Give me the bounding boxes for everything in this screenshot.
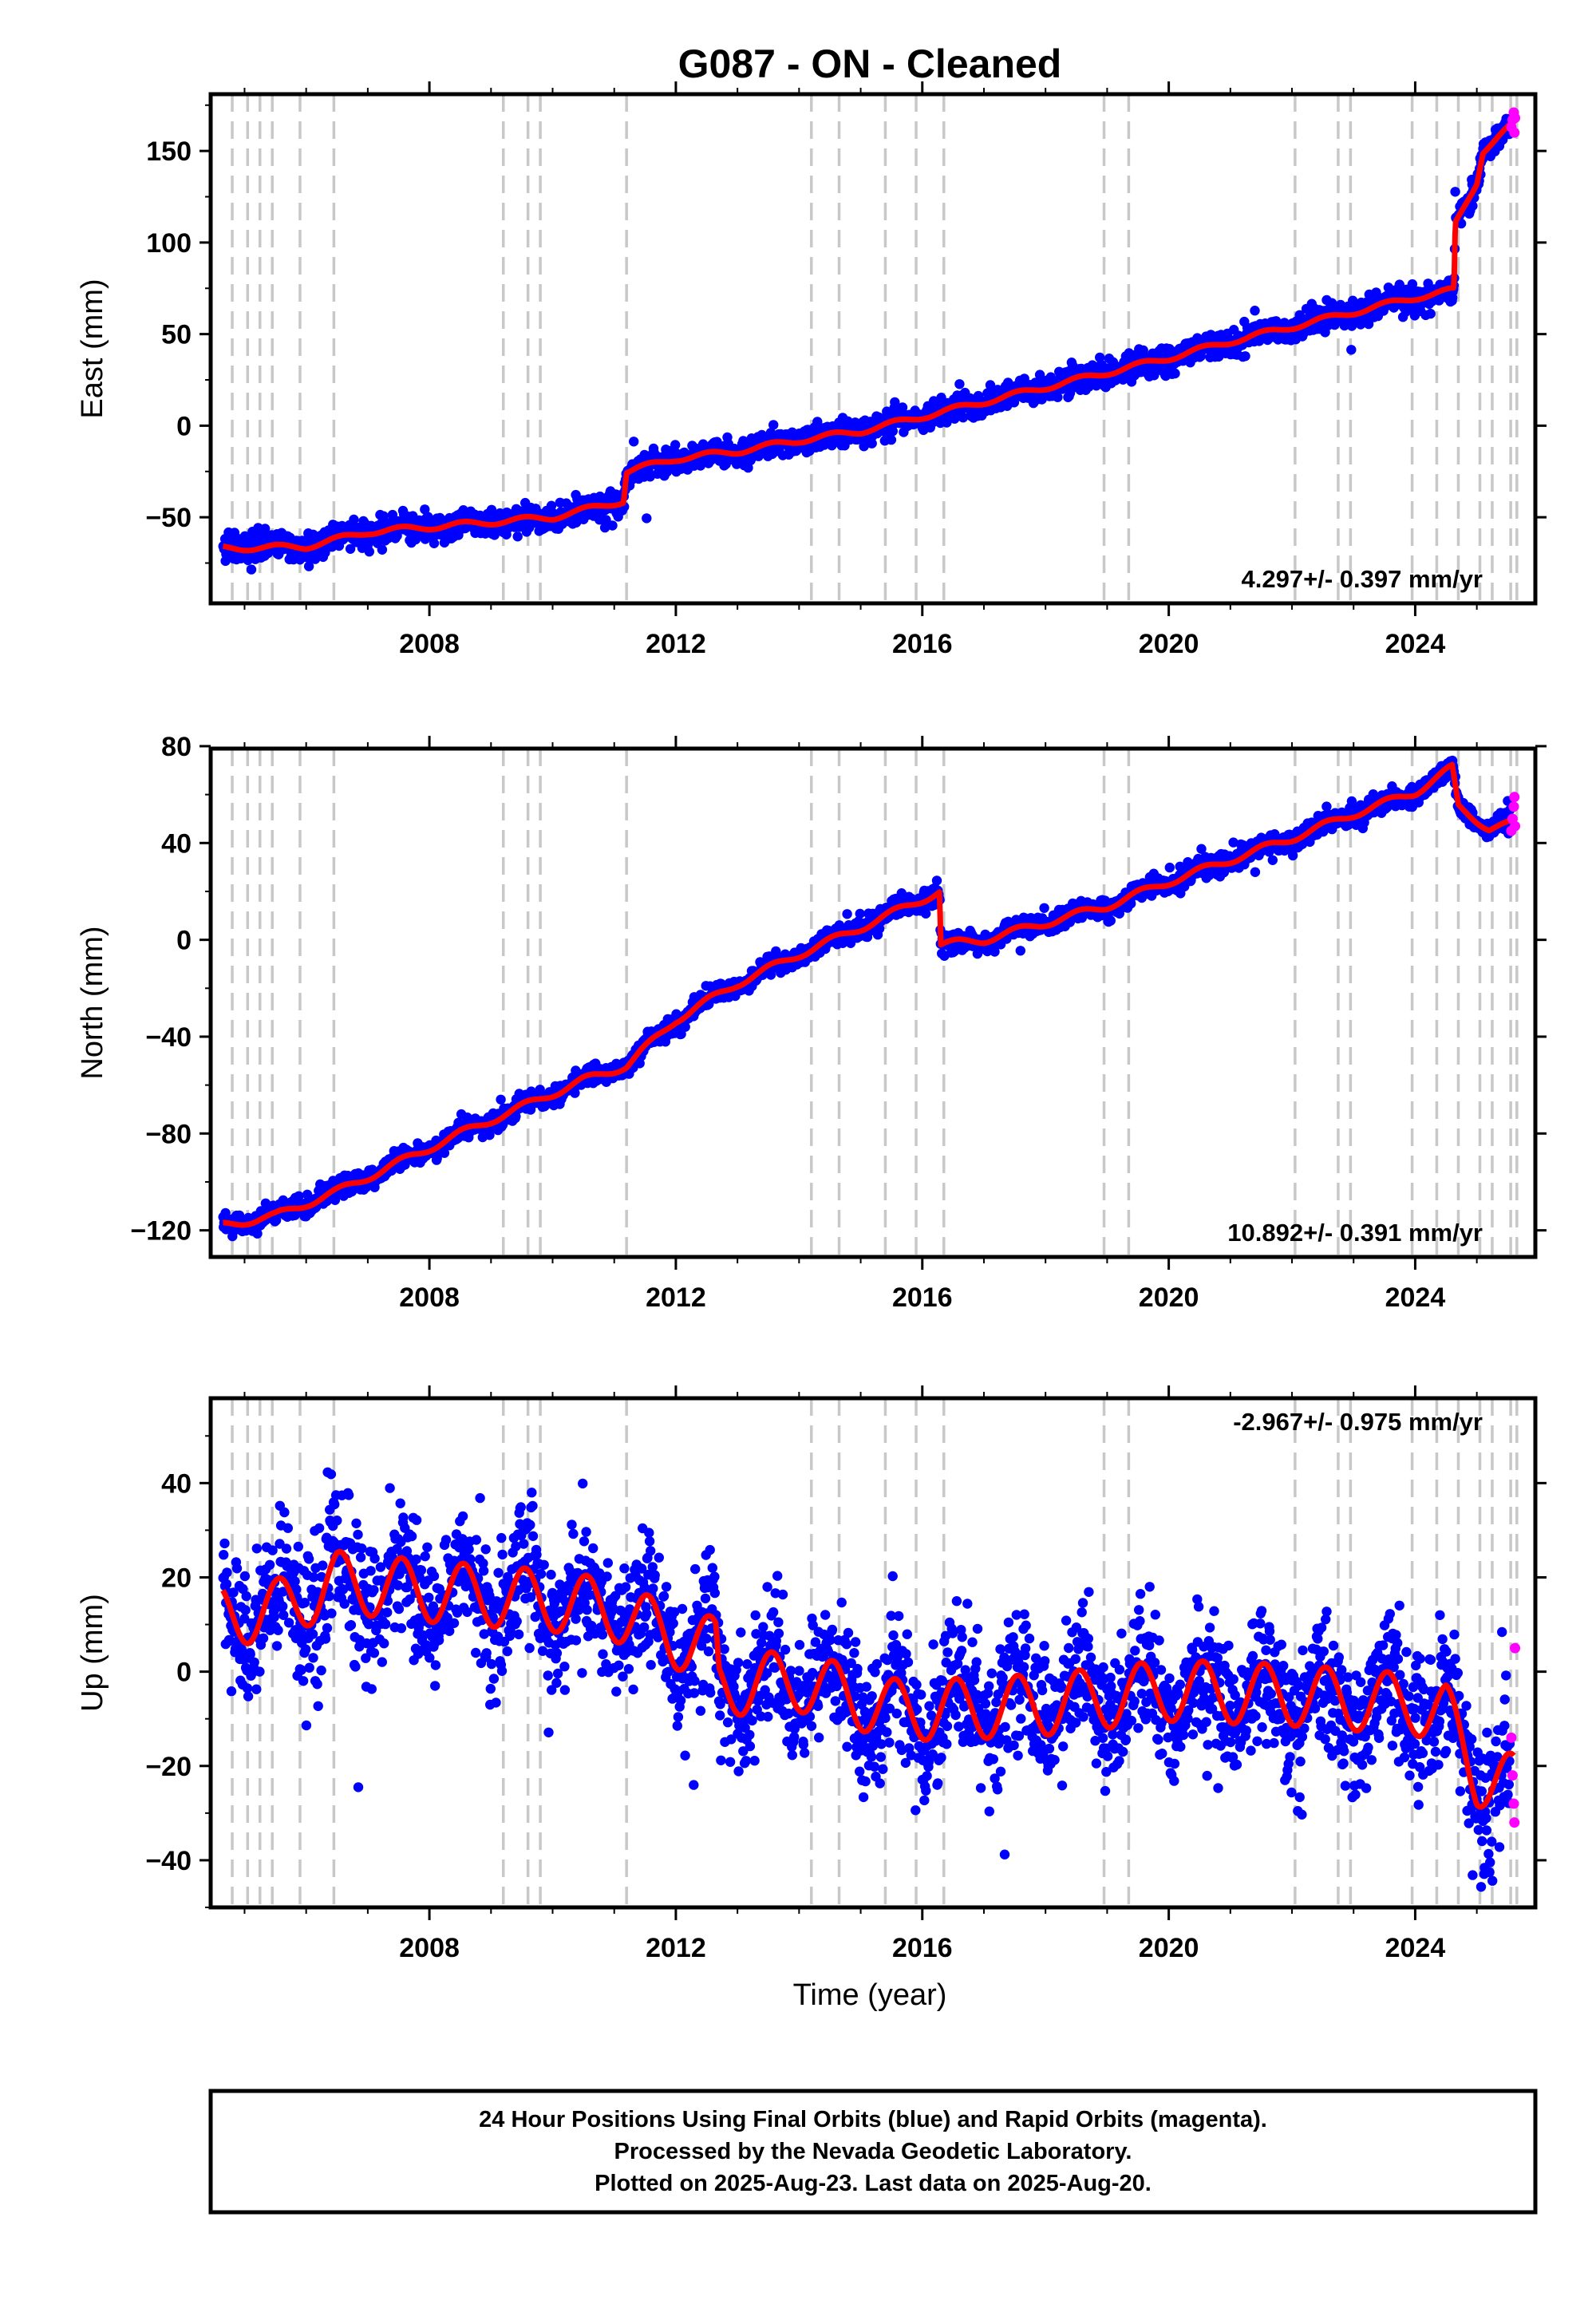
x-tick-label: 2008	[399, 629, 460, 659]
data-point	[842, 909, 852, 919]
y-tick-label: 50	[161, 320, 192, 350]
data-point	[867, 438, 877, 449]
x-tick-label: 2020	[1139, 629, 1199, 659]
data-point	[1170, 368, 1180, 379]
data-point	[1250, 867, 1261, 878]
data-point	[942, 417, 952, 428]
chart-title: G087 - ON - Cleaned	[678, 41, 1062, 86]
rapid-data-point	[1509, 127, 1520, 138]
data-point	[670, 440, 681, 450]
data-point	[330, 1195, 341, 1206]
model-fit-line	[220, 118, 1516, 554]
data-point	[1425, 308, 1436, 319]
data-point	[1105, 915, 1116, 926]
data-point	[1250, 306, 1260, 316]
data-point	[1039, 903, 1049, 914]
data-point	[607, 520, 618, 531]
data-point	[931, 875, 942, 886]
data-point	[429, 538, 440, 548]
data-point	[958, 413, 969, 423]
data-point	[496, 1094, 506, 1105]
x-tick-label: 2012	[646, 629, 706, 659]
data-point	[345, 543, 356, 554]
y-tick-label: 150	[146, 136, 192, 167]
y-tick-label: 0	[176, 411, 192, 441]
data-point	[886, 434, 897, 445]
data-point	[855, 908, 865, 919]
data-point	[349, 514, 359, 525]
data-point	[897, 402, 908, 413]
data-point	[954, 379, 965, 389]
panel-east: −50 0 50 100 150 2008 2012 2016 2020 2024 East (mm…	[76, 81, 1547, 659]
rate-annotation: 4.297+/- 0.397 mm/yr	[1242, 565, 1483, 593]
x-tick-label: 2016	[892, 629, 953, 659]
final-orbit-series	[218, 113, 1515, 575]
data-point	[303, 561, 314, 571]
data-point	[246, 564, 257, 575]
data-point	[1240, 351, 1250, 362]
data-point	[420, 504, 430, 515]
data-point	[364, 547, 374, 557]
plot-area	[218, 749, 1521, 1257]
rapid-data-point	[1510, 113, 1521, 124]
data-point	[642, 513, 652, 524]
panels: −50 0 50 100 150 2008 2012 2016 2020 2024 East (mm…	[76, 81, 1547, 1963]
data-point	[1015, 946, 1026, 956]
data-point	[1450, 187, 1460, 197]
data-point	[377, 544, 388, 555]
y-tick-label: 100	[146, 228, 192, 259]
data-point	[629, 437, 639, 447]
data-point	[599, 522, 610, 533]
y-axis-label: East (mm)	[76, 279, 109, 418]
data-point	[1267, 855, 1278, 866]
data-point	[601, 515, 611, 525]
data-point	[570, 1088, 580, 1098]
data-point	[1149, 370, 1159, 381]
data-point	[512, 532, 523, 542]
y-tick-label: −50	[145, 503, 192, 533]
final-orbit-series	[218, 755, 1515, 1242]
data-point	[1346, 345, 1357, 355]
plot-area	[218, 94, 1521, 603]
data-point	[1164, 862, 1175, 873]
data-point	[1053, 392, 1063, 402]
data-point	[768, 420, 779, 430]
x-tick-label: 2024	[1385, 629, 1446, 659]
